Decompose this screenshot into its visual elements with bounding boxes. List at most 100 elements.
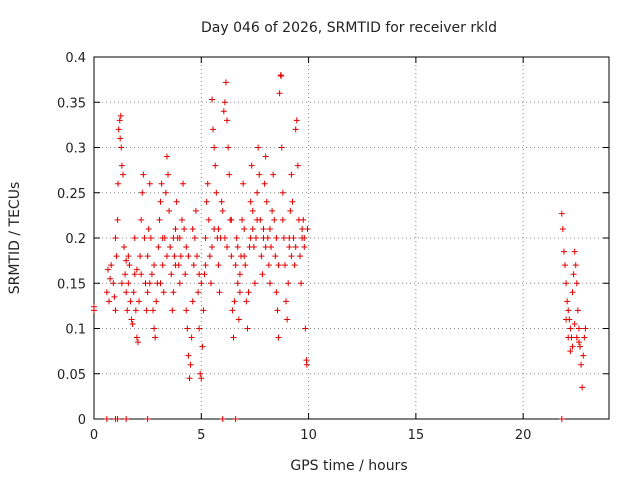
data-point bbox=[144, 253, 151, 260]
data-point bbox=[172, 262, 179, 269]
data-point bbox=[218, 198, 225, 205]
grid-lines bbox=[94, 57, 609, 419]
data-point bbox=[206, 253, 213, 260]
data-point bbox=[232, 262, 239, 269]
y-tick-label: 0.15 bbox=[57, 277, 86, 292]
data-point bbox=[284, 316, 291, 323]
data-point bbox=[186, 375, 193, 382]
data-point bbox=[150, 307, 157, 314]
data-point bbox=[196, 271, 203, 278]
data-point bbox=[132, 307, 139, 314]
data-point bbox=[578, 361, 585, 368]
y-tick-label: 0.35 bbox=[57, 96, 86, 111]
data-point bbox=[103, 416, 110, 422]
data-point bbox=[139, 189, 146, 196]
data-point bbox=[236, 289, 243, 296]
data-point bbox=[191, 235, 198, 241]
data-point bbox=[276, 90, 283, 97]
data-point bbox=[189, 225, 196, 232]
data-point bbox=[117, 135, 124, 142]
data-point bbox=[565, 307, 572, 314]
data-point bbox=[112, 235, 119, 241]
data-point bbox=[232, 416, 239, 422]
y-tick-label: 0 bbox=[78, 413, 86, 428]
data-point bbox=[251, 280, 258, 287]
x-tick-label: 20 bbox=[515, 428, 532, 443]
data-points bbox=[91, 72, 589, 422]
data-point bbox=[254, 216, 261, 223]
data-point bbox=[181, 225, 188, 232]
data-point bbox=[579, 384, 586, 391]
data-point bbox=[115, 180, 122, 187]
data-point bbox=[215, 262, 222, 269]
data-point bbox=[137, 253, 144, 260]
data-point bbox=[274, 307, 281, 314]
data-point bbox=[113, 253, 120, 260]
data-point bbox=[104, 266, 111, 273]
data-point bbox=[125, 253, 132, 260]
data-point bbox=[130, 289, 137, 296]
data-point bbox=[145, 225, 152, 232]
data-point bbox=[163, 253, 170, 260]
data-point bbox=[275, 334, 282, 341]
data-point bbox=[253, 235, 260, 241]
data-point bbox=[283, 298, 290, 305]
data-point bbox=[146, 180, 153, 187]
data-point bbox=[219, 207, 226, 214]
data-point bbox=[224, 244, 231, 251]
data-point bbox=[106, 298, 113, 305]
data-point bbox=[580, 352, 587, 359]
data-point bbox=[199, 343, 206, 350]
data-point bbox=[559, 225, 566, 232]
data-point bbox=[91, 307, 97, 314]
data-point bbox=[144, 289, 151, 296]
data-point bbox=[212, 162, 219, 169]
data-point bbox=[265, 262, 272, 269]
data-point bbox=[271, 216, 278, 223]
data-point bbox=[263, 198, 270, 205]
data-point bbox=[121, 244, 128, 251]
x-axis-label: GPS time / hours bbox=[290, 458, 407, 474]
data-point bbox=[197, 370, 204, 377]
data-point bbox=[198, 280, 205, 287]
data-point bbox=[203, 198, 210, 205]
x-axis: 0 5 10 15 20 bbox=[90, 57, 532, 443]
data-point bbox=[192, 207, 199, 214]
data-point bbox=[180, 180, 187, 187]
data-point bbox=[133, 334, 140, 341]
data-point bbox=[200, 307, 207, 314]
data-point bbox=[134, 339, 141, 346]
data-point bbox=[171, 253, 178, 260]
data-point bbox=[125, 280, 132, 287]
data-point bbox=[226, 171, 233, 178]
data-point bbox=[300, 216, 307, 223]
data-point bbox=[292, 126, 299, 133]
y-tick-label: 0.4 bbox=[65, 51, 86, 66]
data-point bbox=[204, 180, 211, 187]
data-point bbox=[259, 271, 266, 278]
x-tick-label: 15 bbox=[408, 428, 425, 443]
data-point bbox=[286, 244, 293, 251]
data-point bbox=[247, 198, 254, 205]
data-point bbox=[569, 343, 576, 350]
data-point bbox=[280, 235, 287, 241]
data-point bbox=[562, 262, 569, 269]
data-point bbox=[115, 126, 122, 133]
data-point bbox=[187, 361, 194, 368]
data-point bbox=[569, 289, 576, 296]
data-point bbox=[285, 280, 292, 287]
data-point bbox=[219, 416, 226, 422]
data-point bbox=[176, 235, 183, 241]
y-axis-label: SRMTID / TECUs bbox=[7, 182, 23, 295]
data-point bbox=[235, 316, 242, 323]
data-point bbox=[185, 253, 192, 260]
data-point bbox=[147, 235, 154, 241]
data-point bbox=[119, 171, 126, 178]
data-point bbox=[123, 257, 130, 264]
data-point bbox=[126, 262, 133, 269]
data-point bbox=[117, 112, 124, 119]
y-tick-label: 0.3 bbox=[65, 142, 86, 157]
data-point bbox=[243, 298, 250, 305]
data-point bbox=[268, 244, 275, 251]
data-point bbox=[228, 253, 235, 260]
